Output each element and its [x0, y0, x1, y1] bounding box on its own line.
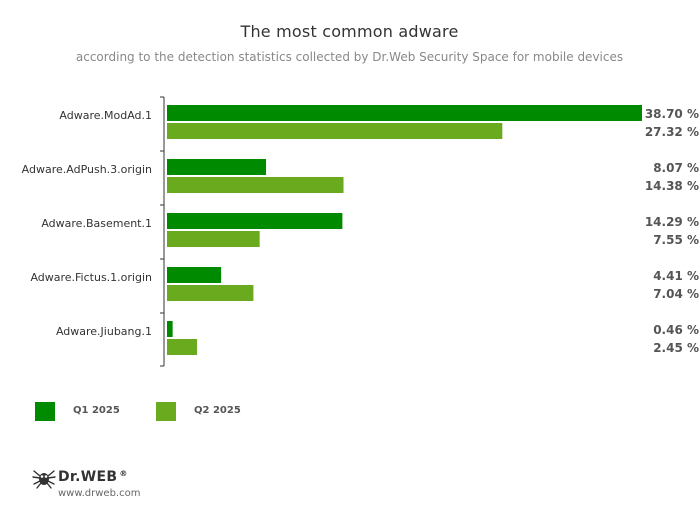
bar-q1 — [167, 321, 173, 337]
bar-chart: Adware.ModAd.1 38.70 % 27.32 % Adware.AdPus… — [22, 96, 699, 367]
legend-swatch-q1 — [35, 402, 55, 421]
logo-wordmark: Dr.WEB — [58, 469, 118, 485]
value-label: 8.07 % — [653, 161, 699, 175]
logo-registered-mark: ® — [119, 469, 128, 478]
value-label: 14.38 % — [645, 179, 699, 193]
chart-subtitle: according to the detection statistics co… — [75, 50, 624, 64]
value-label: 2.45 % — [653, 341, 699, 355]
bar-q1 — [167, 159, 267, 175]
category-label: Adware.AdPush.3.origin — [22, 163, 152, 176]
legend-label-q2: Q2 2025 — [194, 405, 241, 416]
value-label: 7.55 % — [653, 233, 699, 247]
bar-q2 — [167, 285, 254, 301]
category-label: Adware.Basement.1 — [41, 217, 152, 230]
bar-q2 — [167, 177, 344, 193]
value-label: 7.04 % — [653, 287, 699, 301]
drweb-logo[interactable]: Dr.WEB ® www.drweb.com — [32, 468, 192, 508]
bar-q1 — [167, 213, 343, 229]
category-label: Adware.ModAd.1 — [59, 109, 152, 122]
bar-q1 — [167, 267, 222, 283]
logo-text: Dr.WEB ® — [58, 469, 128, 485]
value-label: 27.32 % — [645, 125, 699, 139]
category-label: Adware.Jiubang.1 — [56, 325, 152, 338]
category-label: Adware.Fictus.1.origin — [30, 271, 152, 284]
value-label: 38.70 % — [645, 107, 699, 121]
chart-title: The most common adware — [240, 22, 459, 41]
bar-q2 — [167, 123, 503, 139]
legend-label-q1: Q1 2025 — [73, 405, 120, 416]
value-label: 4.41 % — [653, 269, 699, 283]
bar-q2 — [167, 339, 198, 355]
legend-swatch-q2 — [156, 402, 176, 421]
value-label: 0.46 % — [653, 323, 699, 337]
bar-q2 — [167, 231, 260, 247]
spider-icon — [32, 470, 56, 489]
logo-url[interactable]: www.drweb.com — [58, 488, 141, 499]
value-label: 14.29 % — [645, 215, 699, 229]
bar-q1 — [167, 105, 642, 121]
